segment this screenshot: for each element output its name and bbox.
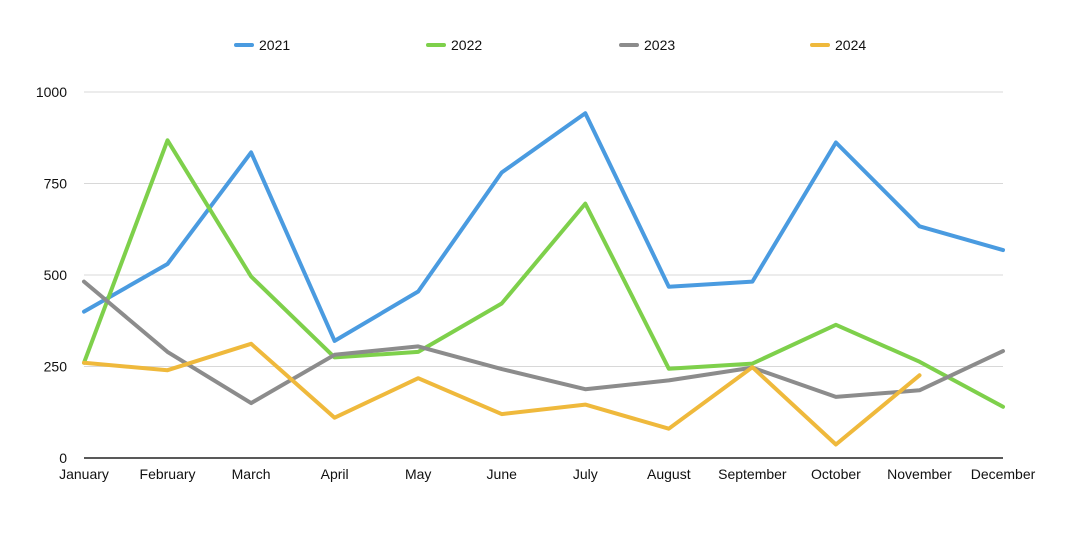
tick-layer: 0 250 500 750 1000 January February March April M… (36, 84, 1036, 482)
x-tick-label-january: January (59, 466, 109, 482)
x-tick-label-august: August (647, 466, 691, 482)
series-line-2023 (82, 279, 1005, 406)
x-tick-label-march: March (232, 466, 271, 482)
x-tick-label-september: September (718, 466, 787, 482)
y-tick-label-0: 0 (59, 450, 67, 466)
legend-item-2022: 2022 (426, 37, 482, 53)
legend-item-2024: 2024 (810, 37, 866, 53)
series-line-2022 (82, 138, 1005, 409)
x-tick-label-february: February (140, 466, 196, 482)
y-tick-label-1000: 1000 (36, 84, 67, 100)
x-tick-label-june: June (487, 466, 518, 482)
series-line-2024 (82, 341, 922, 447)
legend: 2021 2022 2023 2024 (234, 37, 866, 53)
x-tick-label-november: November (887, 466, 952, 482)
x-tick-label-december: December (971, 466, 1036, 482)
legend-label-2023: 2023 (644, 37, 675, 53)
legend-item-2021: 2021 (234, 37, 290, 53)
y-tick-label-750: 750 (44, 176, 68, 192)
legend-item-2023: 2023 (619, 37, 675, 53)
series-line-2021 (82, 111, 1005, 343)
series-layer (82, 111, 1005, 447)
y-tick-label-250: 250 (44, 359, 68, 375)
legend-label-2021: 2021 (259, 37, 290, 53)
legend-label-2024: 2024 (835, 37, 866, 53)
x-tick-label-may: May (405, 466, 431, 482)
legend-label-2022: 2022 (451, 37, 482, 53)
y-tick-label-500: 500 (44, 267, 68, 283)
grid-layer (84, 91, 1003, 367)
x-tick-label-april: April (321, 466, 349, 482)
x-tick-label-july: July (573, 466, 598, 482)
x-tick-label-october: October (811, 466, 861, 482)
